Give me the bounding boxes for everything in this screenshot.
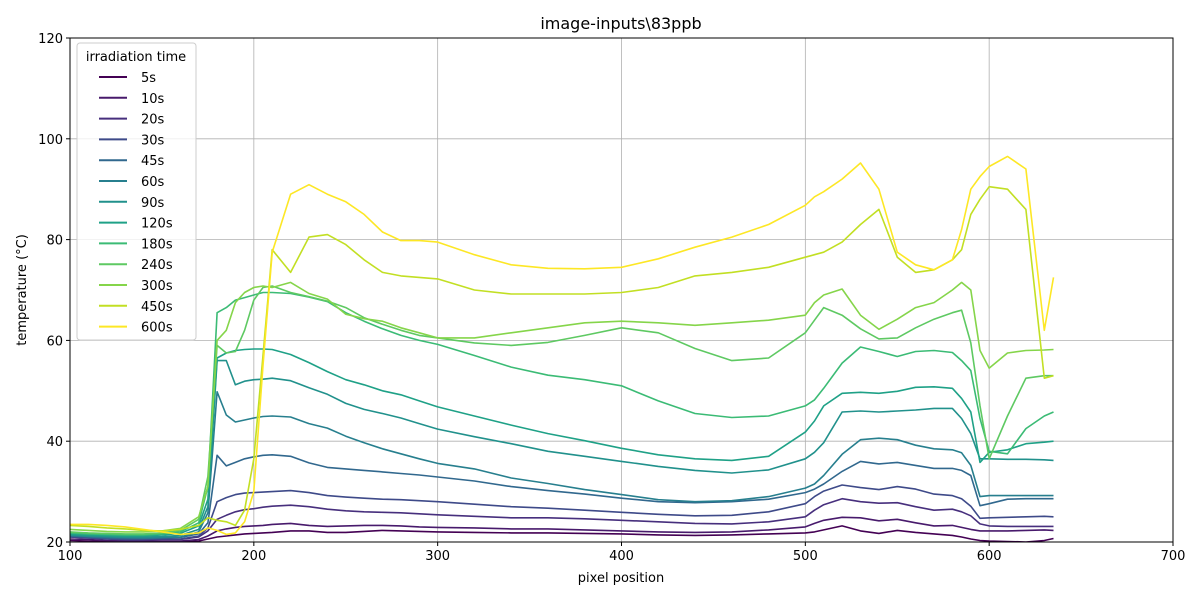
series-line-600s xyxy=(70,155,1055,536)
legend-label: 120s xyxy=(141,217,173,232)
legend: irradiation time 5s 10s 20s 30s 45s 60s 90s 120… xyxy=(76,42,197,341)
legend-label: 10s xyxy=(141,92,165,107)
y-tick-label: 40 xyxy=(46,435,63,450)
legend-title: irradiation time xyxy=(86,50,186,65)
series-line-120s xyxy=(70,348,1054,537)
x-tick-label: 300 xyxy=(425,549,450,564)
legend-label: 180s xyxy=(141,237,173,252)
series-line-60s xyxy=(70,390,1054,539)
legend-label: 45s xyxy=(141,154,165,169)
legend-label: 450s xyxy=(141,300,173,315)
y-tick-label: 60 xyxy=(46,334,63,349)
legend-label: 5s xyxy=(141,71,156,86)
y-axis-label: temperature (°C) xyxy=(15,234,30,346)
x-tick-label: 400 xyxy=(609,549,634,564)
series-line-10s xyxy=(70,516,1054,542)
legend-label: 240s xyxy=(141,258,173,273)
legend-label: 60s xyxy=(141,175,165,190)
legend-label: 300s xyxy=(141,279,173,294)
y-tick-label: 100 xyxy=(38,133,63,148)
x-tick-label: 500 xyxy=(793,549,818,564)
chart-title: image-inputs\83ppb xyxy=(540,14,701,33)
y-tick-label: 80 xyxy=(46,234,63,249)
x-tick-label: 600 xyxy=(977,549,1002,564)
y-tick-label: 120 xyxy=(38,32,63,47)
y-tick-label: 20 xyxy=(46,536,63,551)
series-line-5s xyxy=(70,525,1054,542)
series-line-45s xyxy=(70,453,1054,540)
x-tick-label: 700 xyxy=(1161,549,1186,564)
legend-label: 90s xyxy=(141,196,165,211)
legend-label: 30s xyxy=(141,133,165,148)
series-line-20s xyxy=(70,497,1054,541)
x-tick-label: 100 xyxy=(58,549,83,564)
series-lines xyxy=(70,155,1055,542)
axis-ticks: 100 200 300 400 500 600 700 20 40 60 80 100 120 xyxy=(38,32,1185,564)
legend-box xyxy=(76,42,197,341)
legend-label: 20s xyxy=(141,113,165,128)
series-line-30s xyxy=(70,484,1054,541)
series-line-300s xyxy=(70,281,1054,533)
x-tick-label: 200 xyxy=(241,549,266,564)
legend-label: 600s xyxy=(141,321,173,336)
x-axis-label: pixel position xyxy=(578,571,664,586)
